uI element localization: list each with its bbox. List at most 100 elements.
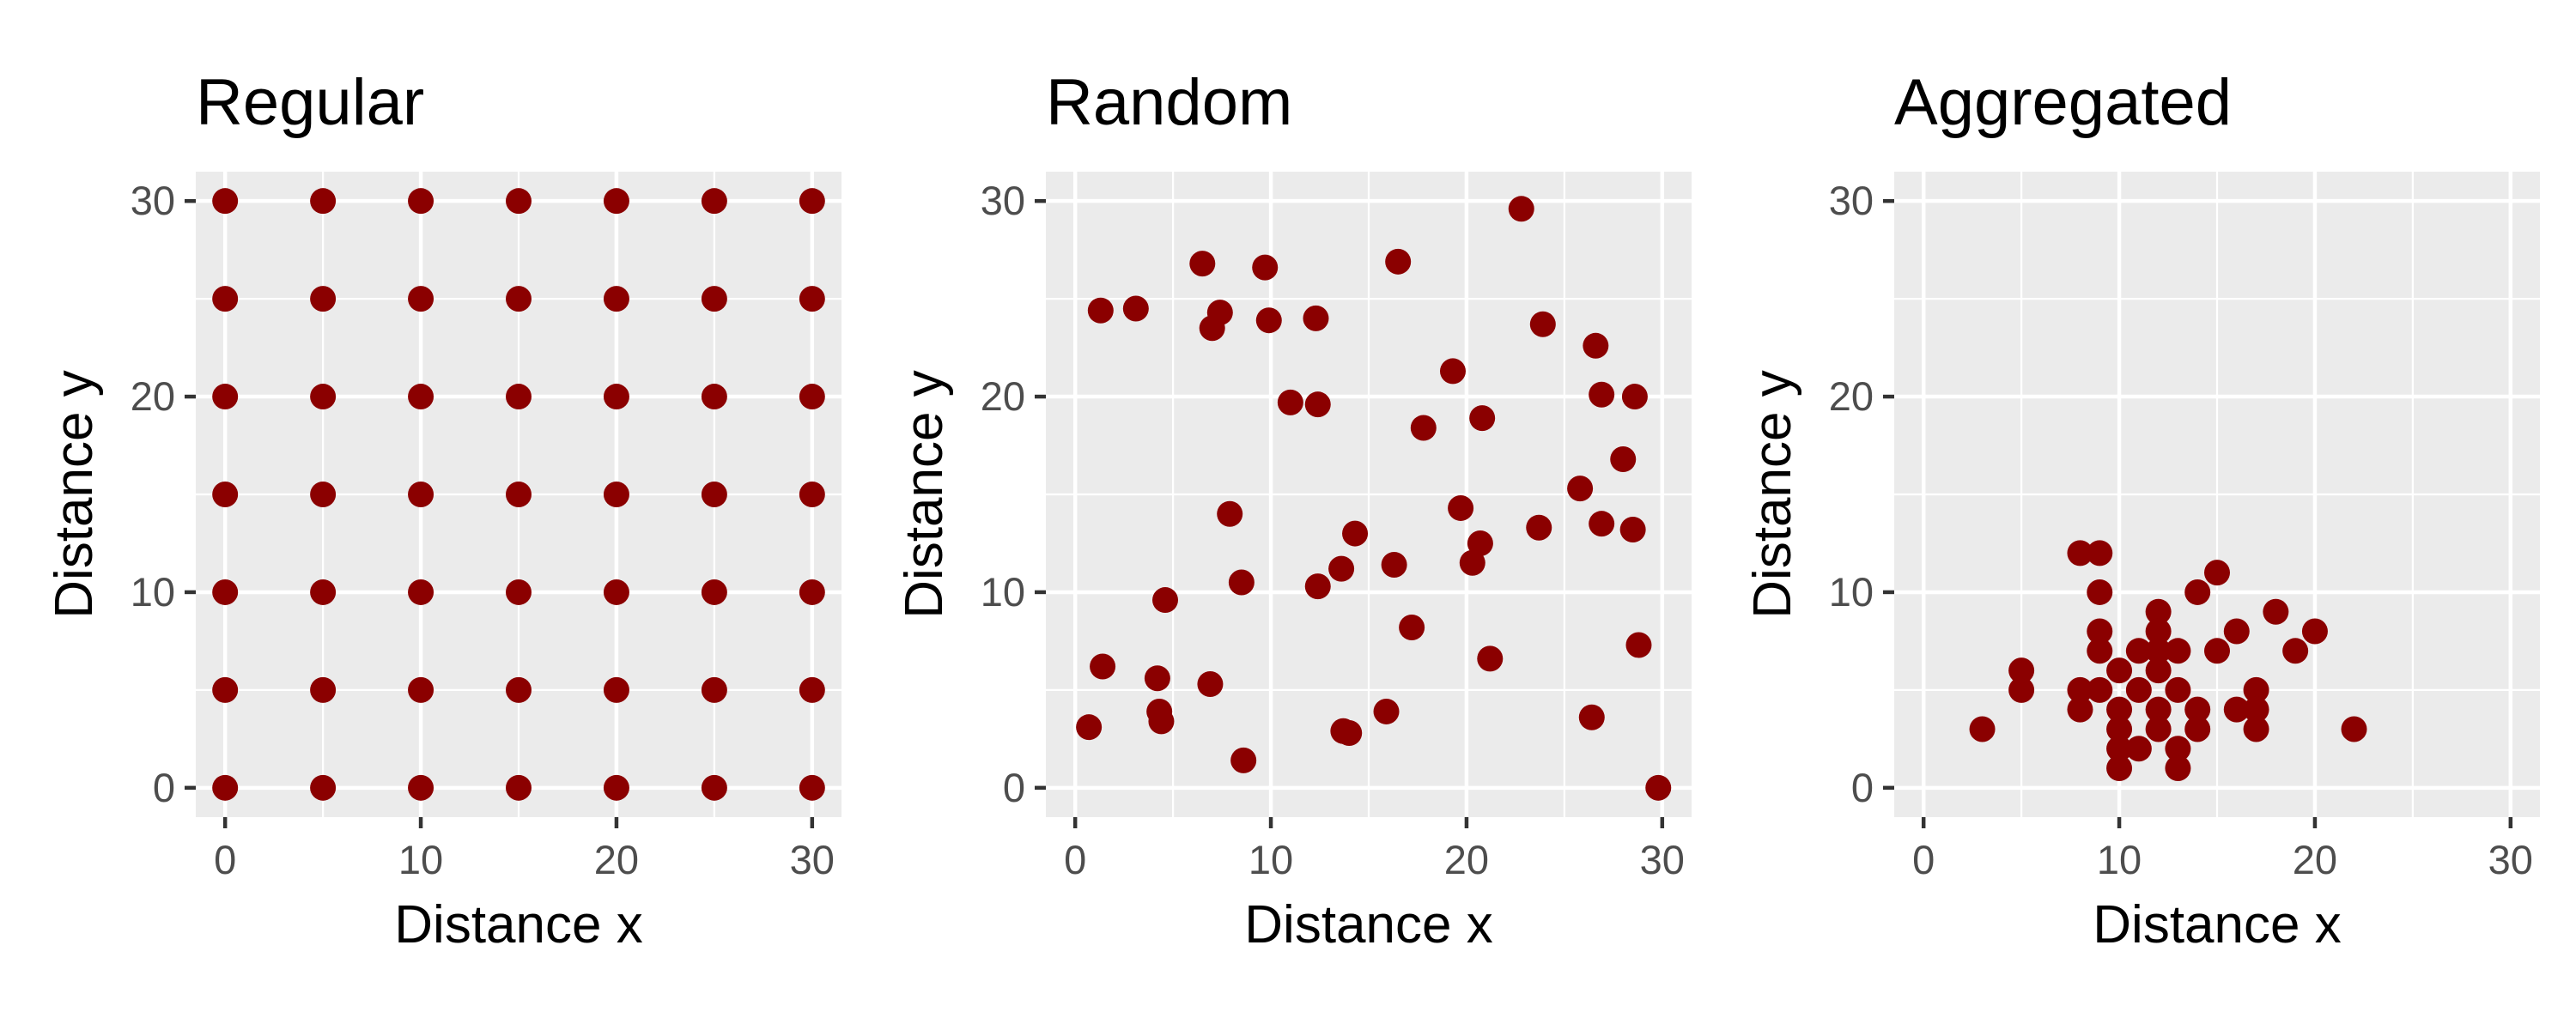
- data-point: [2282, 638, 2309, 664]
- data-point: [2204, 638, 2230, 664]
- data-point: [310, 676, 337, 703]
- data-point: [1228, 569, 1255, 596]
- x-tick-label: 0: [1064, 837, 1086, 882]
- data-point: [1304, 573, 1331, 600]
- data-point: [408, 774, 434, 801]
- data-point: [2106, 657, 2133, 684]
- x-tick-label: 20: [594, 837, 639, 882]
- data-point: [2184, 579, 2211, 605]
- x-axis-title: Distance x: [2093, 895, 2341, 954]
- data-point: [1328, 555, 1355, 582]
- ticks: 0 10 20 30 0 10 20 30: [1829, 178, 2533, 882]
- data-point: [2184, 716, 2211, 742]
- data-point: [701, 286, 727, 312]
- data-point: [1467, 530, 1493, 556]
- data-point: [408, 579, 434, 605]
- data-point: [1122, 295, 1149, 322]
- data-point: [1439, 358, 1466, 385]
- data-point: [1469, 405, 1496, 432]
- x-tick-label: 20: [1444, 837, 1489, 882]
- data-point: [701, 384, 727, 410]
- data-point: [1197, 671, 1224, 698]
- data-point: [2067, 540, 2093, 566]
- data-point: [1217, 500, 1243, 527]
- data-point: [1448, 494, 1474, 521]
- panel-title: Random: [1046, 66, 1292, 139]
- data-point: [506, 676, 532, 703]
- data-point: [2087, 579, 2113, 605]
- data-point: [1508, 196, 1534, 222]
- data-points: [1076, 196, 1672, 801]
- data-point: [1381, 552, 1407, 579]
- data-point: [1578, 704, 1605, 730]
- data-point: [310, 286, 337, 312]
- y-tick-label: 0: [1851, 765, 1874, 810]
- data-point: [2087, 676, 2113, 703]
- data-point: [408, 286, 434, 312]
- data-point: [2067, 676, 2093, 703]
- data-point: [603, 384, 629, 410]
- y-tick-label: 10: [131, 569, 175, 615]
- data-point: [2125, 676, 2152, 703]
- data-point: [603, 188, 629, 215]
- data-point: [212, 384, 239, 410]
- y-tick-label: 10: [981, 569, 1025, 615]
- data-point: [408, 482, 434, 507]
- data-point: [1076, 714, 1103, 741]
- data-point: [2008, 676, 2035, 703]
- data-point: [408, 188, 434, 215]
- data-point: [1621, 384, 1648, 410]
- data-point: [2184, 696, 2211, 723]
- data-point: [799, 774, 825, 801]
- data-point: [1087, 297, 1114, 324]
- panel-random: Random 0 10 20 30 0 10 20 30 Distance x Distanc…: [895, 66, 1692, 954]
- data-point: [408, 676, 434, 703]
- y-axis-title: Distance y: [895, 370, 954, 618]
- data-point: [603, 286, 629, 312]
- panel-regular: Regular 0 10 20 30 0 10 20 30 Distance x Distan…: [45, 66, 841, 954]
- y-tick-label: 30: [981, 178, 1025, 223]
- data-point: [2341, 716, 2367, 742]
- data-point: [2145, 716, 2172, 742]
- data-points: [1969, 540, 2367, 782]
- data-point: [506, 774, 532, 801]
- x-axis-title: Distance x: [394, 895, 642, 954]
- data-point: [1589, 511, 1615, 537]
- data-point: [2067, 696, 2093, 723]
- data-point: [1277, 389, 1303, 415]
- data-point: [212, 286, 239, 312]
- data-point: [2145, 598, 2172, 625]
- data-point: [2087, 540, 2113, 566]
- data-point: [310, 188, 337, 215]
- data-point: [1589, 381, 1615, 408]
- data-point: [1529, 311, 1556, 337]
- x-tick-label: 30: [2488, 837, 2533, 882]
- data-point: [1625, 632, 1652, 658]
- y-tick-label: 30: [1829, 178, 1874, 223]
- data-point: [2106, 696, 2133, 723]
- data-point: [2145, 696, 2172, 723]
- data-point: [1969, 716, 1996, 742]
- data-point: [1336, 720, 1363, 747]
- data-point: [1255, 307, 1282, 334]
- data-point: [310, 482, 337, 507]
- data-point: [310, 579, 337, 605]
- data-point: [1373, 698, 1400, 724]
- y-tick-label: 0: [1003, 765, 1025, 810]
- ticks: 0 10 20 30 0 10 20 30: [131, 178, 835, 882]
- data-point: [1206, 300, 1233, 326]
- y-axis-title: Distance y: [1743, 370, 1802, 618]
- data-point: [212, 482, 239, 507]
- data-point: [1385, 248, 1412, 275]
- data-point: [1303, 305, 1329, 331]
- data-point: [1090, 653, 1116, 680]
- data-point: [2125, 638, 2152, 664]
- data-points: [212, 188, 825, 801]
- data-point: [2145, 657, 2172, 684]
- data-point: [2145, 638, 2172, 664]
- data-point: [1399, 614, 1425, 640]
- data-point: [1583, 332, 1609, 359]
- y-tick-label: 20: [1829, 373, 1874, 419]
- data-point: [2301, 618, 2328, 645]
